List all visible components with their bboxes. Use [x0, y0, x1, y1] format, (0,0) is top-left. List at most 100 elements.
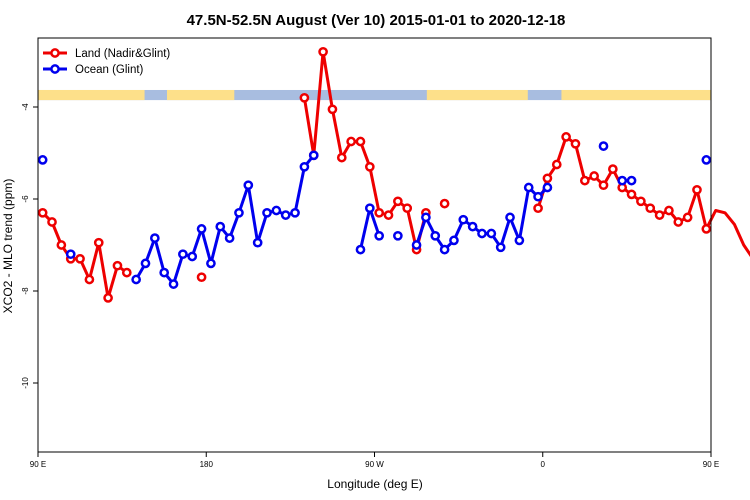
- data-point-land: [318, 46, 328, 57]
- data-point-land: [336, 152, 347, 163]
- data-point-land: [393, 196, 403, 207]
- data-point-ocean: [449, 235, 459, 246]
- series-line-land: [536, 135, 750, 257]
- data-point-land: [47, 217, 57, 227]
- legend: Land (Nadir&Glint) Ocean (Glint): [43, 48, 170, 76]
- data-point-ocean: [495, 242, 506, 253]
- plot-area: [37, 46, 750, 303]
- data-point-land: [570, 138, 581, 149]
- data-point-land: [93, 237, 104, 248]
- data-point-land: [533, 203, 543, 214]
- data-point-ocean: [701, 155, 712, 165]
- data-point-ocean: [542, 182, 553, 193]
- data-point-ocean: [271, 205, 282, 216]
- data-point-land: [346, 136, 356, 147]
- data-point-land: [196, 272, 207, 283]
- band-land: [426, 89, 528, 101]
- data-point-land: [645, 203, 656, 214]
- x-tick-label: 90 E: [703, 460, 719, 469]
- data-point-ocean: [224, 233, 235, 243]
- data-point-land: [589, 171, 600, 181]
- data-point-ocean: [290, 207, 300, 218]
- data-point-ocean: [393, 230, 403, 241]
- data-point-land: [673, 217, 684, 227]
- data-point-land: [103, 293, 113, 303]
- data-point-land: [598, 180, 609, 191]
- data-point-land: [608, 164, 618, 174]
- legend-label-ocean: Ocean (Glint): [75, 64, 144, 76]
- data-point-land: [542, 173, 553, 184]
- x-tick-label: 0: [541, 460, 546, 469]
- data-point-land: [561, 132, 571, 142]
- data-point-land: [355, 136, 366, 147]
- data-point-ocean: [252, 237, 263, 248]
- data-point-ocean: [477, 228, 487, 239]
- data-point-land: [579, 175, 590, 186]
- data-point-land: [112, 260, 123, 271]
- data-point-ocean: [234, 207, 244, 218]
- data-point-ocean: [159, 267, 170, 278]
- x-tick-label: 180: [200, 460, 214, 469]
- data-point-land: [664, 205, 674, 216]
- data-point-ocean: [364, 203, 375, 214]
- data-point-land: [121, 267, 132, 278]
- data-point-ocean: [299, 161, 310, 172]
- data-point-land: [327, 104, 338, 115]
- data-point-ocean: [65, 249, 76, 260]
- legend-swatch-marker-land: [50, 48, 60, 58]
- data-point-ocean: [215, 221, 226, 232]
- data-point-land: [84, 274, 95, 285]
- data-point-ocean: [196, 224, 207, 234]
- data-point-land: [439, 198, 450, 209]
- x-axis-label: Longitude (deg E): [327, 477, 422, 491]
- data-point-ocean: [355, 244, 366, 255]
- band-ocean: [38, 89, 711, 101]
- surface-type-band: [38, 89, 711, 101]
- series-line-land: [41, 211, 128, 300]
- band-land: [38, 89, 145, 101]
- data-point-ocean: [206, 258, 216, 269]
- y-tick-label: -6: [21, 195, 30, 203]
- data-point-land: [383, 210, 394, 220]
- chart-title: 47.5N-52.5N August (Ver 10) 2015-01-01 t…: [187, 12, 566, 29]
- data-point-ocean: [617, 175, 628, 186]
- data-point-ocean: [430, 230, 441, 241]
- data-point-land: [626, 189, 637, 200]
- data-point-ocean: [308, 150, 319, 161]
- data-point-land: [299, 92, 310, 103]
- data-point-ocean: [149, 233, 160, 243]
- data-point-land: [636, 196, 646, 207]
- data-point-ocean: [374, 230, 385, 241]
- data-point-land: [37, 207, 48, 218]
- x-tick-label: 90 E: [30, 460, 46, 469]
- data-point-ocean: [626, 175, 637, 186]
- y-tick-label: -10: [21, 377, 30, 389]
- data-point-ocean: [140, 258, 151, 269]
- data-point-land: [364, 161, 375, 172]
- data-point-ocean: [262, 207, 272, 218]
- data-point-ocean: [131, 274, 141, 285]
- data-point-ocean: [187, 251, 198, 262]
- data-point-ocean: [598, 141, 609, 151]
- data-point-ocean: [243, 180, 254, 191]
- legend-label-land: Land (Nadir&Glint): [75, 48, 170, 60]
- data-point-ocean: [467, 221, 478, 232]
- band-land: [166, 89, 235, 101]
- data-point-land: [682, 212, 693, 223]
- y-axis-label: XCO2 - MLO trend (ppm): [1, 179, 15, 314]
- x-tick-label: 90 W: [365, 460, 384, 469]
- data-point-ocean: [533, 191, 543, 202]
- data-point-ocean: [523, 182, 534, 193]
- data-point-ocean: [486, 228, 497, 239]
- y-tick-label: -4: [21, 103, 30, 111]
- data-point-ocean: [421, 212, 431, 223]
- data-point-ocean: [411, 240, 422, 250]
- data-point-land: [374, 207, 385, 218]
- data-point-land: [654, 210, 665, 220]
- data-point-land: [551, 159, 562, 170]
- data-point-ocean: [458, 214, 469, 225]
- data-point-ocean: [514, 235, 525, 246]
- y-tick-label: -8: [21, 287, 30, 295]
- data-point-ocean: [37, 155, 48, 165]
